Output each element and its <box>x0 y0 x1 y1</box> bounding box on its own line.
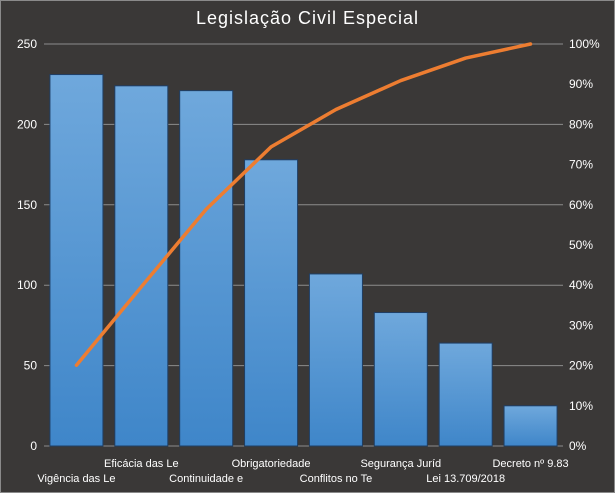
category-label: Lei 13.709/2018 <box>426 473 505 485</box>
left-tick-label: 0 <box>30 439 37 453</box>
bar <box>49 74 104 447</box>
category-label: Eficácia das Le <box>104 458 179 470</box>
right-tick-label: 0% <box>569 439 587 453</box>
category-label: Obrigatoriedade <box>232 458 311 470</box>
right-tick-label: 90% <box>569 77 593 91</box>
bar <box>308 273 363 447</box>
category-label: Segurança Juríd <box>360 458 441 470</box>
category-label: Decreto nº 9.83 <box>492 458 568 470</box>
right-tick-label: 40% <box>569 278 593 292</box>
bar <box>438 342 493 447</box>
left-tick-label: 150 <box>17 198 37 212</box>
right-tick-label: 30% <box>569 318 593 332</box>
bar <box>179 90 234 447</box>
right-tick-label: 60% <box>569 198 593 212</box>
category-label: Continuidade e <box>169 473 243 485</box>
right-tick-label: 10% <box>569 399 593 413</box>
bar <box>373 312 428 447</box>
left-axis-ticks: 0 50 100 150 200 250 <box>17 37 37 453</box>
right-tick-label: 80% <box>569 117 593 131</box>
chart-title: Legislação Civil Especial <box>195 8 420 28</box>
left-tick-label: 100 <box>17 278 37 292</box>
bar <box>244 159 299 447</box>
bars <box>49 74 558 447</box>
category-label: Vigência das Le <box>37 473 115 485</box>
cumulative-line <box>74 42 533 367</box>
left-tick-label: 50 <box>24 359 38 373</box>
category-label: Conflitos no Te <box>300 473 373 485</box>
right-axis-ticks: 0% 10% 20% 30% 40% 50% 60% 70% 80% 90% 100% <box>569 37 600 453</box>
right-tick-label: 50% <box>569 238 593 252</box>
category-labels: Vigência das Le Eficácia das Le Continuida… <box>37 458 568 485</box>
right-tick-label: 20% <box>569 359 593 373</box>
right-tick-label: 70% <box>569 158 593 172</box>
left-tick-label: 250 <box>17 37 37 51</box>
right-tick-label: 100% <box>569 37 600 51</box>
bar <box>503 405 558 447</box>
cumulative-polyline <box>74 42 533 367</box>
left-tick-label: 200 <box>17 117 37 131</box>
